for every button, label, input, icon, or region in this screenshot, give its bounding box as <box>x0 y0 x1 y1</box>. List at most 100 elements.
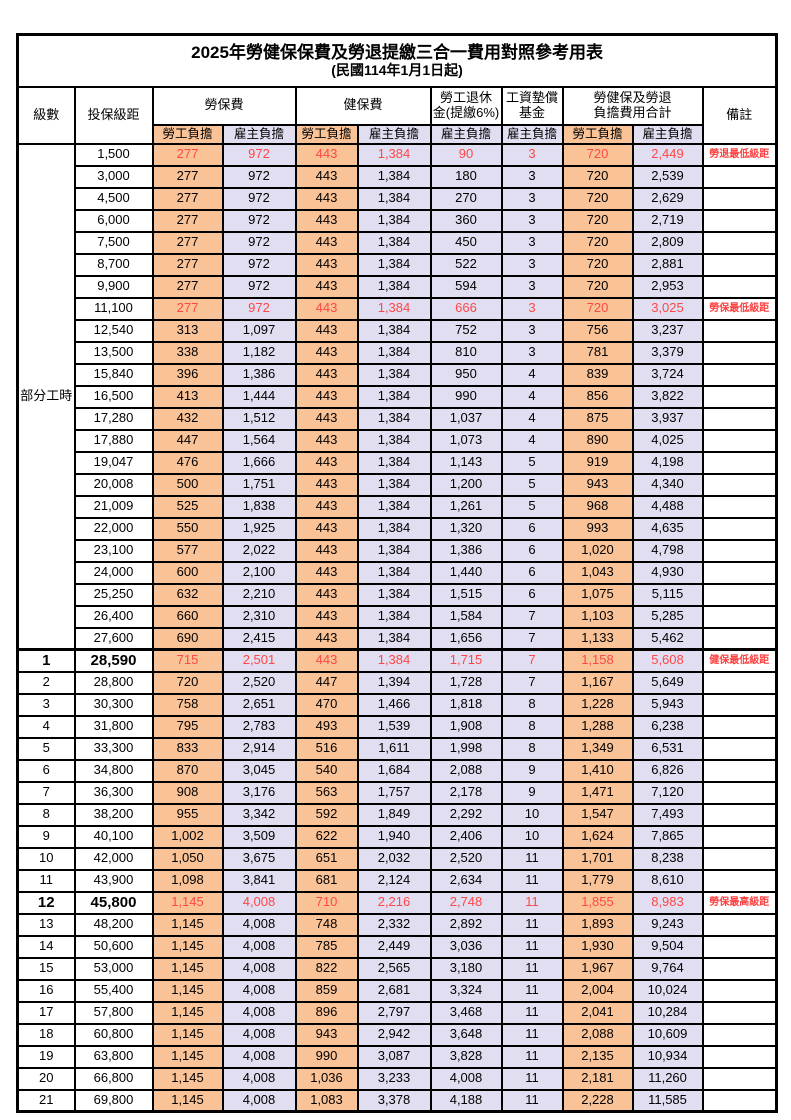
value-cell: 4 <box>500 362 564 387</box>
value-cell: 5,943 <box>631 692 704 717</box>
value-cell: 476 <box>151 450 224 475</box>
bracket-cell: 26,400 <box>73 604 154 629</box>
value-cell: 2,881 <box>631 252 704 277</box>
value-cell: 1,908 <box>429 714 503 739</box>
value-cell: 1,512 <box>221 406 297 431</box>
table-row: 16 55,400 1,145 4,008 859 2,681 3,324 11 2,004 10… <box>16 978 778 1003</box>
value-cell: 4,488 <box>631 494 704 519</box>
bracket-cell: 43,900 <box>73 868 154 893</box>
value-cell: 11 <box>500 1044 564 1069</box>
value-cell: 1,394 <box>356 670 432 695</box>
wage-fund-header-line1: 工資墊償 <box>505 89 558 105</box>
value-cell: 443 <box>294 406 359 431</box>
value-cell: 8 <box>500 692 564 717</box>
table-row: 4 31,800 795 2,783 493 1,539 1,908 8 1,288 6,238 <box>16 714 778 739</box>
value-cell: 11 <box>500 912 564 937</box>
value-cell: 1,384 <box>356 208 432 233</box>
value-cell: 3,379 <box>631 340 704 365</box>
table-row: 27,600 690 2,415 443 1,384 1,656 7 1,133 5,462 <box>18 626 778 651</box>
value-cell: 1,143 <box>429 450 503 475</box>
value-cell: 1,145 <box>151 890 224 915</box>
value-cell: 2,292 <box>429 802 503 827</box>
value-cell: 6 <box>500 582 564 607</box>
value-cell: 8,610 <box>631 868 704 893</box>
value-cell: 5,115 <box>631 582 704 607</box>
value-cell: 443 <box>294 164 359 189</box>
value-cell: 2,634 <box>429 868 503 893</box>
bracket-cell: 12,540 <box>73 318 154 343</box>
value-cell: 1,584 <box>429 604 503 629</box>
value-cell: 594 <box>429 274 503 299</box>
value-cell: 1,818 <box>429 692 503 717</box>
value-cell: 10,934 <box>631 1044 704 1069</box>
value-cell: 9 <box>500 780 564 805</box>
value-cell: 4,635 <box>631 516 704 541</box>
value-cell: 7 <box>500 670 564 695</box>
remark-cell-empty <box>701 1088 778 1113</box>
total-header-line1: 勞健保及勞退 <box>593 89 672 105</box>
value-cell: 10,284 <box>631 1000 704 1025</box>
value-cell: 3,724 <box>631 362 704 387</box>
value-cell: 1,547 <box>561 802 634 827</box>
value-cell: 447 <box>294 670 359 695</box>
remark-cell-empty <box>701 758 778 783</box>
value-cell: 5 <box>500 450 564 475</box>
value-cell: 3 <box>500 318 564 343</box>
bracket-cell: 24,000 <box>73 560 154 585</box>
value-cell: 2,135 <box>561 1044 634 1069</box>
table-row: 17,280 432 1,512 443 1,384 1,037 4 875 3,937 <box>18 406 778 431</box>
value-cell: 972 <box>221 186 297 211</box>
value-cell: 1,998 <box>429 736 503 761</box>
table-row: 6,000 277 972 443 1,384 360 3 720 2,719 <box>18 208 778 233</box>
value-cell: 2,216 <box>356 890 432 915</box>
value-cell: 1,098 <box>151 868 224 893</box>
value-cell: 1,145 <box>151 912 224 937</box>
table-row: 22,000 550 1,925 443 1,384 1,320 6 993 4,635 <box>18 516 778 541</box>
level-cell: 21 <box>16 1088 76 1113</box>
bracket-cell: 50,600 <box>73 934 154 959</box>
remark-cell-empty <box>701 714 778 739</box>
table-row: 17,880 447 1,564 443 1,384 1,073 4 890 4,025 <box>18 428 778 453</box>
value-cell: 1,715 <box>429 648 503 673</box>
table-row: 26,400 660 2,310 443 1,384 1,584 7 1,103 5,285 <box>18 604 778 629</box>
value-cell: 972 <box>221 164 297 189</box>
value-cell: 720 <box>561 274 634 299</box>
value-cell: 443 <box>294 582 359 607</box>
value-cell: 1,656 <box>429 626 503 651</box>
remark-cell-empty <box>701 1022 778 1047</box>
value-cell: 990 <box>294 1044 359 1069</box>
value-cell: 493 <box>294 714 359 739</box>
bracket-cell: 16,500 <box>73 384 154 409</box>
table-row: 10 42,000 1,050 3,675 651 2,032 2,520 11 1,701 8,… <box>16 846 778 871</box>
remark-cell: 勞保最低級距 <box>701 296 778 321</box>
bracket-cell: 36,300 <box>73 780 154 805</box>
value-cell: 4,008 <box>221 890 297 915</box>
value-cell: 4,008 <box>221 956 297 981</box>
bracket-cell: 22,000 <box>73 516 154 541</box>
value-cell: 1,384 <box>356 406 432 431</box>
level-cell: 5 <box>16 736 76 761</box>
value-cell: 1,779 <box>561 868 634 893</box>
value-cell: 443 <box>294 604 359 629</box>
value-cell: 443 <box>294 230 359 255</box>
value-cell: 2,520 <box>429 846 503 871</box>
value-cell: 3,841 <box>221 868 297 893</box>
value-cell: 4,340 <box>631 472 704 497</box>
remark-cell-empty <box>701 560 778 585</box>
value-cell: 7 <box>500 648 564 673</box>
remark-cell-empty <box>701 934 778 959</box>
value-cell: 2,520 <box>221 670 297 695</box>
value-cell: 1,930 <box>561 934 634 959</box>
value-cell: 9,764 <box>631 956 704 981</box>
value-cell: 1,384 <box>356 604 432 629</box>
value-cell: 972 <box>221 208 297 233</box>
table-row: 2 28,800 720 2,520 447 1,394 1,728 7 1,167 5,649 <box>16 670 778 695</box>
value-cell: 525 <box>151 494 224 519</box>
pension-header-line1: 勞工退休 <box>439 89 492 105</box>
value-cell: 758 <box>151 692 224 717</box>
value-cell: 11 <box>500 978 564 1003</box>
value-cell: 950 <box>429 362 503 387</box>
value-cell: 752 <box>429 318 503 343</box>
value-cell: 443 <box>294 560 359 585</box>
value-cell: 1,228 <box>561 692 634 717</box>
